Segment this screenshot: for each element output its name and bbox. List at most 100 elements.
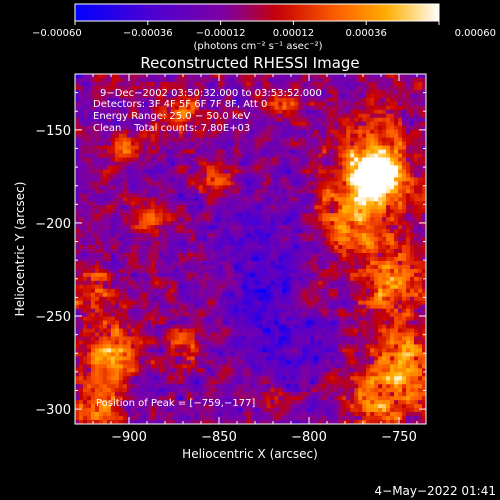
heatmap-cell bbox=[186, 296, 192, 302]
heatmap-cell bbox=[166, 197, 172, 202]
heatmap-cell bbox=[110, 105, 116, 111]
heatmap-cell bbox=[230, 193, 235, 198]
heatmap-cell bbox=[242, 109, 247, 115]
heatmap-cell bbox=[326, 201, 331, 206]
heatmap-cell bbox=[146, 97, 152, 103]
heatmap-cell bbox=[294, 133, 299, 139]
heatmap-cell bbox=[382, 141, 387, 146]
heatmap-cell bbox=[378, 169, 383, 174]
heatmap-cell bbox=[190, 272, 196, 278]
heatmap-cell bbox=[414, 225, 419, 230]
heatmap-cell bbox=[170, 125, 176, 131]
heatmap-cell bbox=[186, 284, 192, 290]
heatmap-cell bbox=[362, 229, 367, 234]
heatmap-cell bbox=[170, 161, 176, 166]
heatmap-cell bbox=[142, 109, 148, 115]
heatmap-cell bbox=[126, 173, 132, 178]
heatmap-cell bbox=[162, 189, 168, 194]
heatmap-cell bbox=[282, 260, 287, 266]
heatmap-cell bbox=[266, 145, 271, 150]
heatmap-cell bbox=[190, 85, 196, 91]
heatmap-cell bbox=[118, 217, 124, 222]
heatmap-cell bbox=[230, 245, 235, 250]
heatmap-cell bbox=[94, 272, 100, 278]
heatmap-cell bbox=[222, 77, 227, 83]
heatmap-cell bbox=[202, 117, 208, 123]
heatmap-cell bbox=[234, 81, 239, 87]
heatmap-cell bbox=[126, 209, 132, 214]
heatmap-cell bbox=[242, 185, 247, 190]
heatmap-cell bbox=[266, 173, 271, 178]
heatmap-cell bbox=[198, 256, 204, 262]
heatmap-cell bbox=[162, 77, 168, 83]
heatmap-cell bbox=[170, 173, 176, 178]
heatmap-cell bbox=[302, 113, 307, 119]
heatmap-cell bbox=[314, 97, 319, 103]
heatmap-cell bbox=[102, 165, 108, 170]
heatmap-cell bbox=[418, 125, 423, 131]
heatmap-cell bbox=[322, 292, 327, 298]
heatmap-cell bbox=[162, 109, 168, 115]
heatmap-cell bbox=[134, 181, 140, 186]
heatmap-cell bbox=[282, 149, 287, 154]
heatmap-cell bbox=[330, 101, 335, 107]
heatmap-cell bbox=[154, 245, 160, 250]
heatmap-cell bbox=[190, 149, 196, 154]
heatmap-cell bbox=[94, 276, 100, 282]
heatmap-cell bbox=[414, 81, 419, 87]
heatmap-cell bbox=[162, 113, 168, 119]
heatmap-cell bbox=[266, 233, 271, 238]
heatmap-cell bbox=[422, 237, 426, 242]
heatmap-cell bbox=[262, 169, 267, 174]
heatmap-cell bbox=[110, 205, 116, 210]
heatmap-cell bbox=[246, 225, 251, 230]
heatmap-cell bbox=[78, 189, 84, 194]
heatmap-cell bbox=[322, 252, 327, 258]
heatmap-cell bbox=[178, 292, 184, 298]
heatmap-cell bbox=[322, 97, 327, 103]
heatmap-cell bbox=[298, 121, 303, 127]
heatmap-cell bbox=[230, 252, 235, 258]
heatmap-cell bbox=[390, 113, 395, 119]
heatmap-cell bbox=[118, 177, 124, 182]
heatmap-cell bbox=[154, 237, 160, 242]
heatmap-cell bbox=[154, 284, 160, 290]
heatmap-cell bbox=[230, 109, 235, 115]
heatmap-cell bbox=[174, 121, 180, 127]
heatmap-cell bbox=[386, 217, 391, 222]
heatmap-cell bbox=[198, 81, 204, 87]
heatmap-cell bbox=[394, 233, 399, 238]
heatmap-cell bbox=[386, 117, 391, 123]
heatmap-cell bbox=[94, 137, 100, 143]
heatmap-cell bbox=[106, 157, 112, 162]
heatmap-cell bbox=[226, 233, 231, 238]
heatmap-cell bbox=[78, 256, 84, 262]
heatmap-cell bbox=[306, 209, 311, 214]
heatmap-cell bbox=[242, 173, 247, 178]
heatmap-cell bbox=[402, 109, 407, 115]
heatmap-cell bbox=[210, 117, 215, 123]
heatmap-cell bbox=[150, 249, 156, 254]
heatmap-cell bbox=[134, 245, 140, 250]
heatmap-cell bbox=[162, 81, 168, 87]
heatmap-cell bbox=[410, 125, 415, 131]
heatmap-cell bbox=[398, 249, 403, 254]
heatmap-cell bbox=[186, 149, 192, 154]
heatmap-cell bbox=[298, 284, 303, 290]
heatmap-cell bbox=[278, 252, 283, 258]
heatmap-cell bbox=[102, 185, 108, 190]
heatmap-cell bbox=[98, 137, 104, 143]
heatmap-cell bbox=[382, 229, 387, 234]
heatmap-cell bbox=[402, 181, 407, 186]
heatmap-cell bbox=[242, 145, 247, 150]
heatmap-cell bbox=[278, 113, 283, 119]
heatmap-cell bbox=[254, 209, 259, 214]
heatmap-cell bbox=[354, 77, 359, 83]
heatmap-cell bbox=[98, 252, 104, 258]
heatmap-cell bbox=[354, 173, 359, 178]
heatmap-cell bbox=[346, 213, 351, 218]
heatmap-cell bbox=[182, 113, 188, 119]
heatmap-cell bbox=[102, 173, 108, 178]
heatmap-cell bbox=[158, 276, 164, 282]
heatmap-cell bbox=[214, 201, 219, 206]
